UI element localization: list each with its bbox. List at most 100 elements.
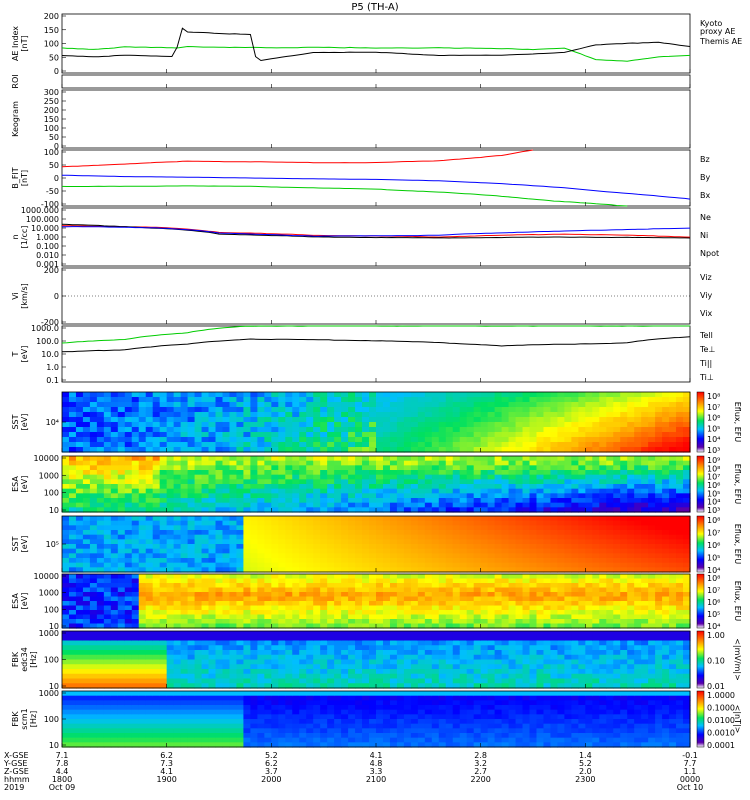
heatmap-cell xyxy=(382,574,391,580)
heatmap-cell xyxy=(683,417,691,423)
heatmap-cell xyxy=(299,544,307,550)
heatmap-cell xyxy=(68,659,77,665)
heatmap-cell xyxy=(355,432,363,438)
heatmap-cell xyxy=(487,460,496,466)
heatmap-cell xyxy=(466,578,475,584)
heatmap-cell xyxy=(369,484,377,490)
heatmap-cell xyxy=(515,558,524,564)
heatmap-cell xyxy=(655,583,663,589)
heatmap-cell xyxy=(431,488,440,494)
heatmap-cell xyxy=(389,544,398,550)
heatmap-cell xyxy=(487,447,496,453)
heatmap-cell xyxy=(208,397,217,403)
heatmap-cell xyxy=(494,402,503,408)
heatmap-cell xyxy=(613,567,621,573)
heatmap-cell xyxy=(564,427,572,433)
heatmap-cell xyxy=(152,465,161,471)
heatmap-cell xyxy=(180,650,189,656)
heatmap-cell xyxy=(627,614,635,620)
heatmap-cell xyxy=(369,583,377,589)
heatmap-cell xyxy=(145,534,154,540)
heatmap-cell xyxy=(648,412,656,418)
heatmap-cell xyxy=(634,397,642,403)
heatmap-cell xyxy=(75,402,84,408)
heatmap-cell xyxy=(82,548,91,554)
heatmap-cell xyxy=(236,422,245,428)
heatmap-cell xyxy=(299,567,307,573)
heatmap-cell xyxy=(131,397,140,403)
heatmap-cell xyxy=(152,422,161,428)
heatmap-cell xyxy=(166,654,175,661)
heatmap-cell xyxy=(599,417,607,423)
heatmap-cell xyxy=(536,498,545,504)
heatmap-cell xyxy=(124,470,133,476)
heatmap-cell xyxy=(501,402,510,408)
heatmap-cell xyxy=(655,544,663,550)
heatmap-cell xyxy=(285,488,293,494)
heatmap-cell xyxy=(264,601,272,607)
heatmap-cell xyxy=(131,479,140,485)
heatmap-cell xyxy=(424,544,433,550)
heatmap-cell xyxy=(208,673,217,680)
heatmap-cell xyxy=(257,587,265,593)
heatmap-cell xyxy=(145,619,154,625)
heatmap-cell xyxy=(75,605,84,611)
heatmap-cell xyxy=(103,525,112,531)
heatmap-cell xyxy=(236,683,245,689)
heatmap-cell xyxy=(152,635,161,642)
heatmap-cell xyxy=(292,427,300,433)
heatmap-cell xyxy=(452,567,461,573)
heatmap-cell xyxy=(627,484,635,490)
heatmap-cell xyxy=(201,654,210,661)
heatmap-cell xyxy=(180,507,189,513)
heatmap-cell xyxy=(662,502,670,508)
heatmap-cell xyxy=(159,664,168,670)
heatmap-cell xyxy=(648,619,656,625)
heatmap-cell xyxy=(543,544,552,550)
heatmap-cell xyxy=(494,520,503,526)
heatmap-cell xyxy=(522,601,531,607)
heatmap-cell xyxy=(229,412,238,418)
heatmap-cell xyxy=(180,397,189,403)
heatmap-cell xyxy=(131,422,140,428)
heatmap-cell xyxy=(424,465,433,471)
colorbar-tick-label: 10⁷ xyxy=(707,473,720,482)
heatmap-cell xyxy=(62,610,70,616)
heatmap-cell xyxy=(445,553,454,559)
heatmap-cell xyxy=(564,567,572,573)
heatmap-cell xyxy=(208,659,217,665)
heatmap-cell xyxy=(480,422,489,428)
heatmap-cell xyxy=(145,664,154,670)
heatmap-cell xyxy=(592,583,600,589)
heatmap-cell xyxy=(313,412,321,418)
heatmap-cell xyxy=(194,493,203,499)
heatmap-cell xyxy=(543,605,552,611)
heatmap-cell xyxy=(313,442,321,448)
heatmap-cell xyxy=(355,605,363,611)
heatmap-cell xyxy=(606,623,614,629)
heatmap-cell xyxy=(417,442,426,448)
heatmap-cell xyxy=(124,574,133,580)
heatmap-cell xyxy=(564,479,572,485)
heatmap-cell xyxy=(243,498,251,504)
heatmap-cell xyxy=(550,422,559,428)
heatmap-cell xyxy=(452,422,461,428)
heatmap-cell xyxy=(655,412,663,418)
heatmap-cell xyxy=(145,645,154,651)
heatmap-cell xyxy=(243,619,251,625)
heatmap-cell xyxy=(285,562,293,568)
heatmap-cell xyxy=(145,574,154,580)
heatmap-cell xyxy=(382,623,391,629)
heatmap-cell xyxy=(348,530,356,536)
heatmap-cell xyxy=(634,427,642,433)
heatmap-cell xyxy=(494,470,503,476)
heatmap-cell xyxy=(313,530,321,536)
heatmap-cell xyxy=(89,548,98,554)
heatmap-cell xyxy=(306,578,314,584)
heatmap-cell xyxy=(110,659,119,665)
heatmap-cell xyxy=(243,650,251,656)
heatmap-cell xyxy=(89,525,98,531)
heatmap-cell xyxy=(117,574,126,580)
heatmap-cell xyxy=(557,402,565,408)
heatmap-cell xyxy=(362,442,370,448)
